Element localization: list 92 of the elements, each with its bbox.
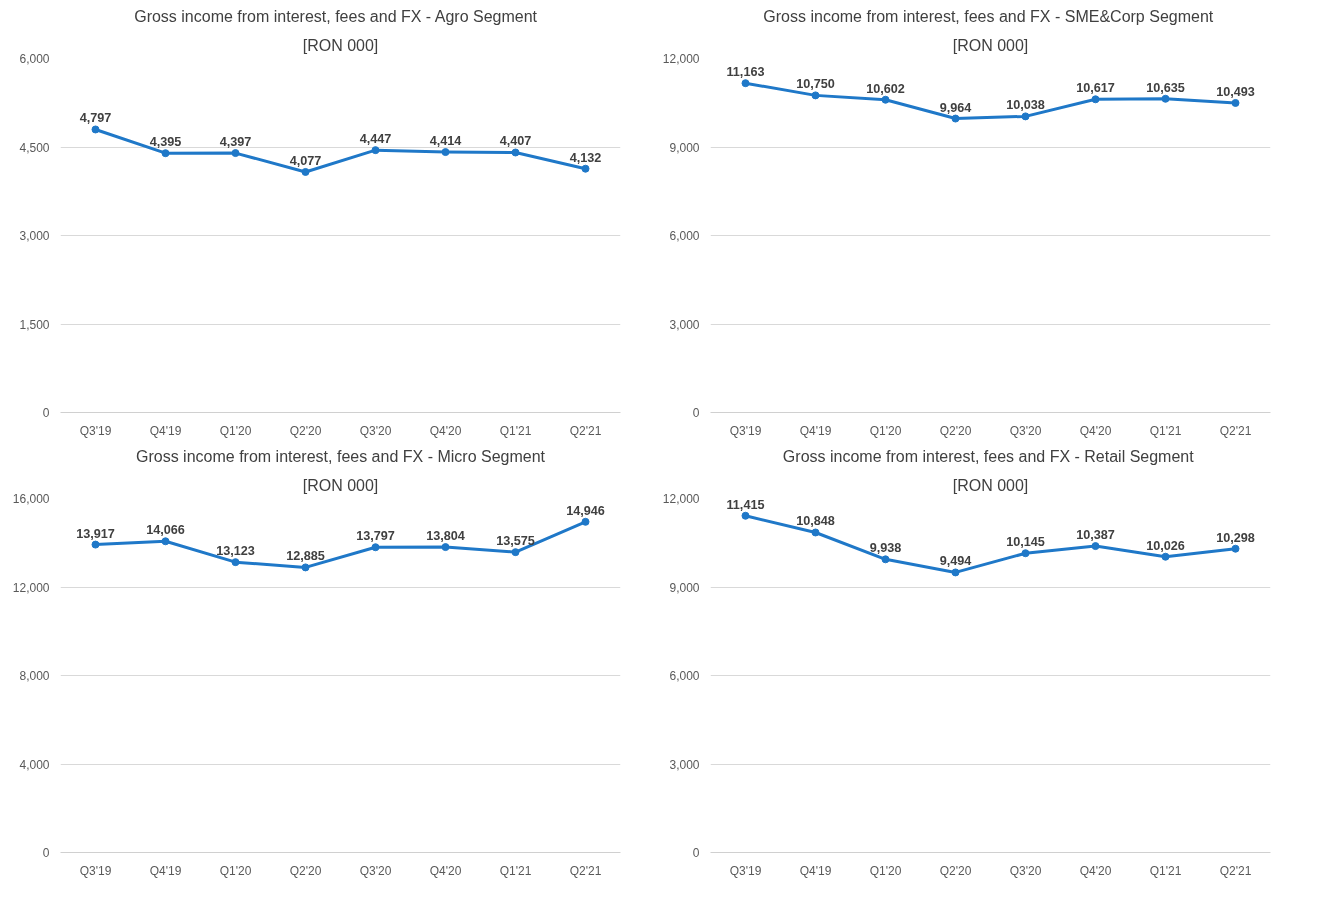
y-tick-label: 12,000 bbox=[662, 492, 700, 506]
data-label: 13,123 bbox=[216, 544, 255, 559]
chart-title: Gross income from interest, fees and FX - Retail Segment bbox=[782, 447, 1195, 465]
data-label: 4,397 bbox=[219, 135, 252, 150]
x-tick-label: Q2'21 bbox=[569, 423, 602, 438]
data-label: 10,387 bbox=[1076, 528, 1115, 543]
data-label: 10,635 bbox=[1146, 80, 1185, 95]
data-label: 4,395 bbox=[149, 135, 182, 150]
y-tick-label: 3,000 bbox=[669, 757, 700, 772]
data-label: 14,946 bbox=[566, 503, 605, 518]
x-tick-label: Q3'20 bbox=[1009, 863, 1042, 878]
x-tick-label: Q1'20 bbox=[869, 863, 902, 878]
y-tick-label: 16,000 bbox=[12, 492, 50, 506]
x-tick-label: Q2'21 bbox=[1219, 423, 1252, 438]
x-tick-label: Q1'20 bbox=[869, 423, 902, 438]
data-label: 10,617 bbox=[1076, 81, 1115, 96]
chart-subtitle: [RON 000] bbox=[952, 476, 1029, 494]
y-tick-label: 3,000 bbox=[669, 317, 700, 332]
data-label: 4,447 bbox=[359, 132, 392, 147]
chart-title: Gross income from interest, fees and FX - SME&Corp Segment bbox=[763, 7, 1214, 25]
y-tick-label: 8,000 bbox=[19, 669, 50, 683]
data-label: 4,132 bbox=[569, 150, 602, 165]
y-tick-label: 4,500 bbox=[19, 140, 50, 155]
x-tick-label: Q3'19 bbox=[79, 423, 112, 438]
y-tick-label: 0 bbox=[692, 406, 700, 420]
y-tick-label: 0 bbox=[42, 846, 50, 860]
data-label: 9,964 bbox=[939, 100, 972, 115]
y-tick-label: 6,000 bbox=[19, 52, 50, 66]
x-tick-label: Q4'20 bbox=[429, 863, 462, 878]
data-label: 4,414 bbox=[429, 134, 462, 149]
data-label: 10,493 bbox=[1216, 84, 1255, 99]
y-tick-label: 3,000 bbox=[19, 229, 50, 243]
data-label: 9,494 bbox=[939, 554, 972, 569]
x-tick-label: Q3'20 bbox=[359, 423, 392, 438]
chart-title: Gross income from interest, fees and FX - Agro Segment bbox=[134, 7, 538, 25]
data-label: 10,038 bbox=[1006, 98, 1045, 113]
y-tick-label: 9,000 bbox=[669, 580, 700, 595]
data-label: 13,575 bbox=[496, 534, 535, 549]
x-tick-label: Q3'19 bbox=[729, 863, 762, 878]
x-tick-label: Q2'21 bbox=[1219, 863, 1252, 878]
x-tick-label: Q1'20 bbox=[219, 863, 252, 878]
data-label: 10,602 bbox=[866, 81, 905, 96]
x-tick-label: Q1'21 bbox=[1149, 423, 1182, 438]
data-label: 10,145 bbox=[1006, 535, 1045, 550]
y-tick-label: 12,000 bbox=[12, 580, 50, 595]
x-tick-label: Q3'20 bbox=[359, 863, 392, 878]
x-tick-label: Q4'20 bbox=[1079, 423, 1112, 438]
x-tick-label: Q3'19 bbox=[79, 863, 112, 878]
y-tick-label: 0 bbox=[692, 846, 700, 860]
chart-subtitle: [RON 000] bbox=[302, 476, 379, 494]
x-tick-label: Q1'20 bbox=[219, 423, 252, 438]
x-tick-label: Q2'21 bbox=[569, 863, 602, 878]
x-tick-label: Q4'20 bbox=[429, 423, 462, 438]
data-label: 10,026 bbox=[1146, 538, 1185, 553]
data-label: 13,917 bbox=[76, 526, 115, 541]
x-tick-label: Q4'19 bbox=[149, 423, 182, 438]
data-label: 9,938 bbox=[869, 541, 902, 556]
chart-subtitle: [RON 000] bbox=[302, 36, 379, 54]
data-label: 4,077 bbox=[289, 153, 322, 168]
data-label: 10,750 bbox=[796, 77, 835, 92]
data-label: 11,163 bbox=[726, 65, 765, 80]
x-tick-label: Q3'20 bbox=[1009, 423, 1042, 438]
x-tick-label: Q1'21 bbox=[499, 423, 532, 438]
chart-title: Gross income from interest, fees and FX - Micro Segment bbox=[135, 447, 546, 465]
data-label: 10,298 bbox=[1216, 530, 1255, 545]
x-tick-label: Q2'20 bbox=[289, 423, 322, 438]
data-label: 4,407 bbox=[499, 134, 532, 149]
x-tick-label: Q1'21 bbox=[499, 863, 532, 878]
data-label: 14,066 bbox=[146, 523, 185, 538]
data-label: 4,797 bbox=[79, 111, 112, 126]
data-label: 12,885 bbox=[286, 549, 325, 564]
y-tick-label: 1,500 bbox=[19, 317, 50, 332]
y-tick-label: 0 bbox=[42, 406, 50, 420]
y-tick-label: 4,000 bbox=[19, 757, 50, 772]
x-tick-label: Q2'20 bbox=[289, 863, 322, 878]
y-tick-label: 6,000 bbox=[669, 669, 700, 683]
x-tick-label: Q2'20 bbox=[939, 423, 972, 438]
y-tick-label: 6,000 bbox=[669, 229, 700, 243]
x-tick-label: Q4'19 bbox=[799, 423, 832, 438]
data-label: 10,848 bbox=[796, 514, 835, 529]
chart-subtitle: [RON 000] bbox=[952, 36, 1029, 54]
x-tick-label: Q4'20 bbox=[1079, 863, 1112, 878]
data-label: 13,797 bbox=[356, 529, 395, 544]
x-tick-label: Q4'19 bbox=[149, 863, 182, 878]
y-tick-label: 9,000 bbox=[669, 140, 700, 155]
x-tick-label: Q4'19 bbox=[799, 863, 832, 878]
y-tick-label: 12,000 bbox=[662, 52, 700, 66]
data-label: 11,415 bbox=[726, 497, 765, 512]
x-tick-label: Q1'21 bbox=[1149, 863, 1182, 878]
x-tick-label: Q3'19 bbox=[729, 423, 762, 438]
x-tick-label: Q2'20 bbox=[939, 863, 972, 878]
data-label: 13,804 bbox=[426, 529, 465, 544]
